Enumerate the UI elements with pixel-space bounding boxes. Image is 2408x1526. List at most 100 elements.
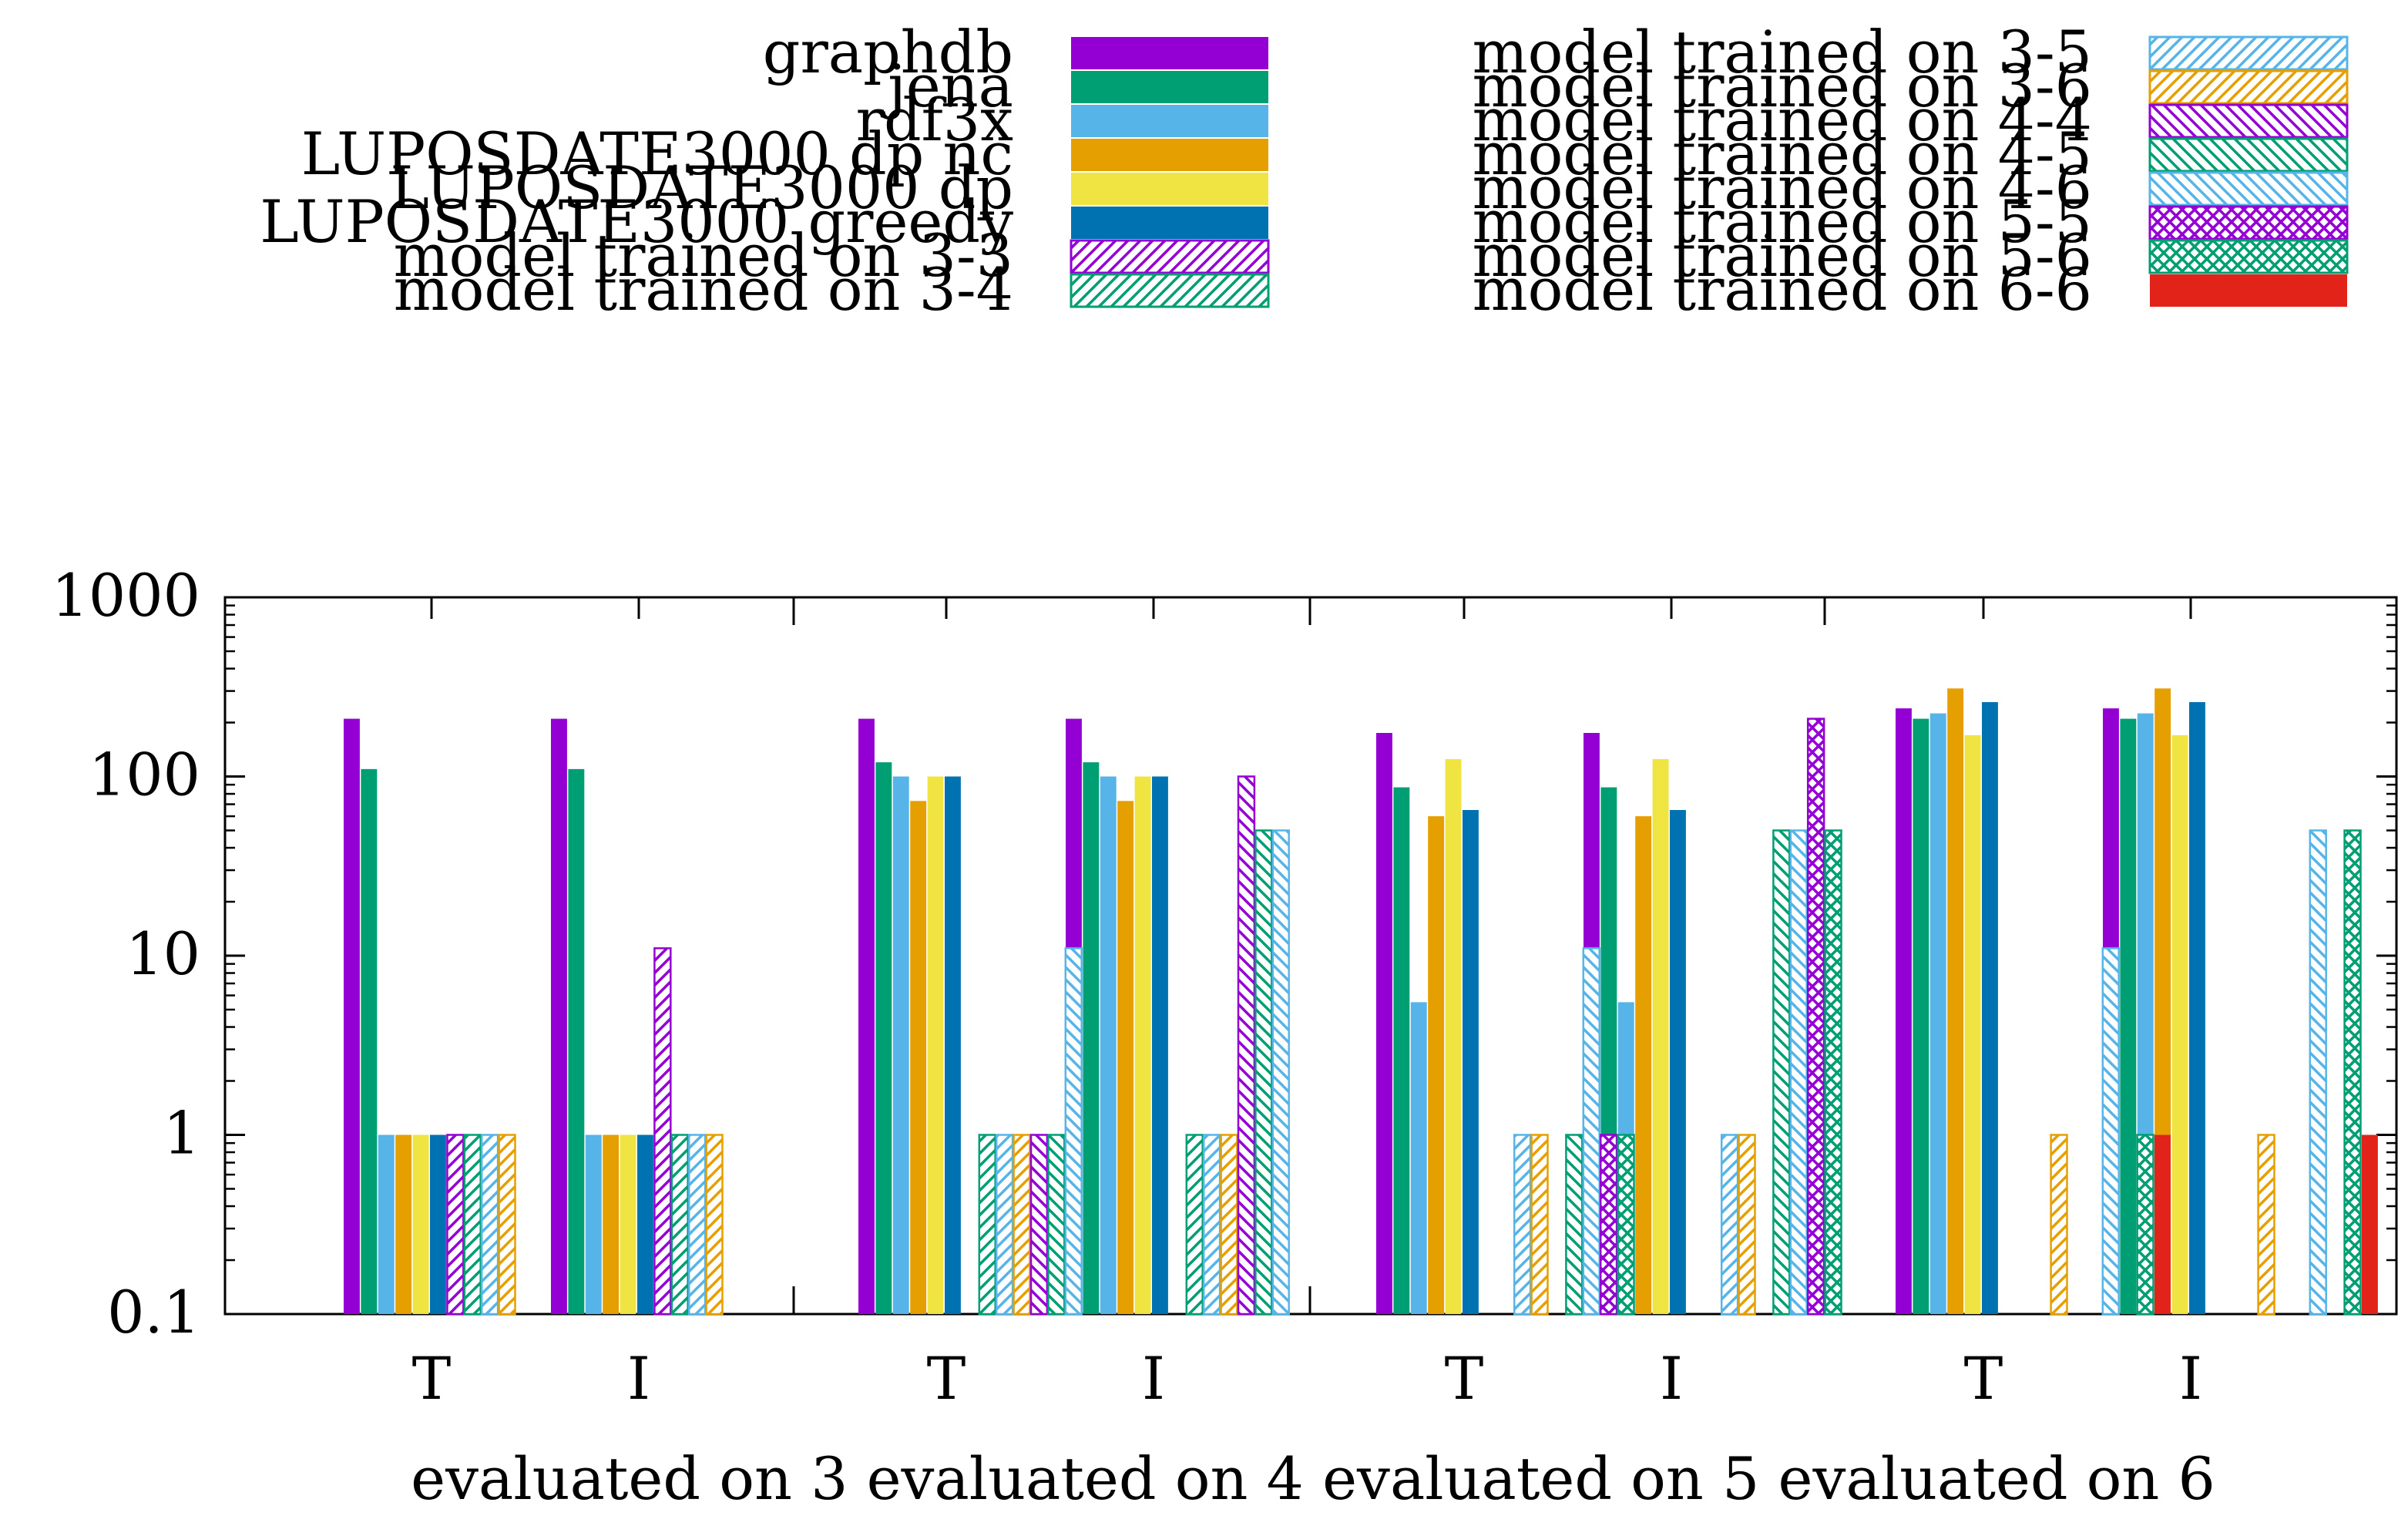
legend-item: model trained on 5-6 (1473, 221, 2349, 290)
x-tick-label: I (1142, 1344, 1165, 1413)
legend-item: LUPOSDATE3000 dp nc (301, 119, 1268, 188)
axes: 1000 100 10 1 0.1 T I T I T I T I (52, 561, 2398, 1413)
legend-label: graphdb (763, 18, 1013, 86)
bar (1254, 829, 1273, 1316)
bar (1929, 713, 1946, 1314)
bar (1789, 829, 1808, 1316)
x-axis-label: evaluated on 3 evaluated on 4 evaluated … (411, 1444, 2215, 1513)
bar (1134, 776, 1151, 1314)
bar (637, 1134, 653, 1314)
bar (1220, 1134, 1238, 1316)
bar (1982, 702, 1998, 1314)
bar (1617, 1134, 1635, 1316)
bar (687, 1134, 707, 1316)
bar (1513, 1134, 1532, 1316)
bar (1738, 1134, 1756, 1316)
legend-item: model trained on 3-4 (394, 255, 1270, 324)
legend-label: LUPOSDATE3000 dp (390, 153, 1013, 222)
legend-label: LUPOSDATE3000 greedy (260, 187, 1013, 256)
legend-item: model trained on 3-6 (1473, 52, 2349, 120)
bar (1824, 829, 1842, 1316)
legend-label: model trained on 5-6 (1473, 221, 2092, 290)
bar (2050, 1134, 2068, 1316)
bar (378, 1134, 395, 1314)
legend-label: jena (882, 52, 1013, 120)
bar (412, 1134, 429, 1314)
legend-label: model trained on 4-4 (1473, 86, 2092, 154)
legend-swatch (1071, 105, 1268, 137)
legend-label: model trained on 6-6 (1473, 255, 2092, 324)
bar (1772, 829, 1791, 1316)
x-tick-label: T (412, 1344, 452, 1413)
legend-swatch (2148, 239, 2349, 274)
bar (1083, 762, 1100, 1314)
bar (2343, 829, 2362, 1316)
bar (1947, 688, 1964, 1314)
bar (945, 776, 961, 1314)
bar (1582, 947, 1600, 1316)
legend-item: model trained on 5-5 (1473, 187, 2349, 256)
bar (480, 1134, 499, 1316)
legend-label: model trained on 3-6 (1473, 52, 2092, 120)
legend-item: model trained on 4-4 (1473, 86, 2349, 154)
y-tick-label: 1 (163, 1099, 200, 1168)
bar (1047, 1134, 1066, 1316)
bar (653, 947, 672, 1316)
bar (1463, 809, 1479, 1314)
legend-item: model trained on 3-5 (1473, 18, 2349, 86)
x-tick-label: T (1445, 1344, 1484, 1413)
legend-swatch (2148, 205, 2349, 240)
bar (670, 1134, 689, 1316)
bar (1652, 758, 1669, 1314)
bar (1271, 829, 1290, 1316)
plot-frame (223, 596, 2398, 1316)
bar (705, 1134, 724, 1316)
legend-swatch (1071, 139, 1268, 171)
bar (1152, 776, 1168, 1314)
bar (1185, 1134, 1204, 1316)
y-tick-label: 1000 (52, 561, 200, 630)
legend-item: jena (882, 52, 1268, 120)
bar (2120, 718, 2137, 1314)
bar (1100, 776, 1117, 1314)
bar (1410, 1002, 1427, 1314)
legend-swatch (2148, 69, 2349, 105)
bar (1670, 809, 1686, 1314)
bar (1530, 1134, 1549, 1316)
bar (910, 801, 927, 1314)
legend-item: model trained on 4-5 (1473, 119, 2349, 188)
legend-item: LUPOSDATE3000 dp (390, 153, 1268, 222)
bar (1029, 1134, 1049, 1316)
bar (1064, 947, 1083, 1316)
legend-swatch (2148, 103, 2349, 139)
bar (1913, 718, 1929, 1314)
legend-item: graphdb (763, 18, 1268, 86)
bar (2189, 702, 2205, 1314)
bar (395, 1134, 412, 1314)
bar (603, 1134, 620, 1314)
legend-swatch (2150, 274, 2347, 307)
legend-swatch (2148, 137, 2349, 173)
y-tick-label: 100 (89, 741, 200, 809)
x-tick-label: I (627, 1344, 650, 1413)
bar (1117, 801, 1134, 1314)
bar (1806, 718, 1825, 1316)
bar (858, 718, 875, 1314)
bar (2101, 947, 2120, 1316)
legend-swatch (1070, 239, 1270, 274)
bar (1599, 1134, 1618, 1316)
bar (2171, 734, 2188, 1314)
bar (1376, 732, 1392, 1314)
bar (1565, 1134, 1584, 1316)
legend-label: model trained on 5-5 (1473, 187, 2092, 256)
bar (620, 1134, 636, 1314)
legend-item: LUPOSDATE3000 greedy (260, 187, 1268, 256)
legend-swatch (1071, 71, 1268, 103)
bar (875, 762, 892, 1314)
bar (978, 1134, 996, 1316)
bar (430, 1134, 446, 1314)
legend-label: rdf3x (856, 86, 1013, 154)
x-tick-label: T (1964, 1344, 2003, 1413)
